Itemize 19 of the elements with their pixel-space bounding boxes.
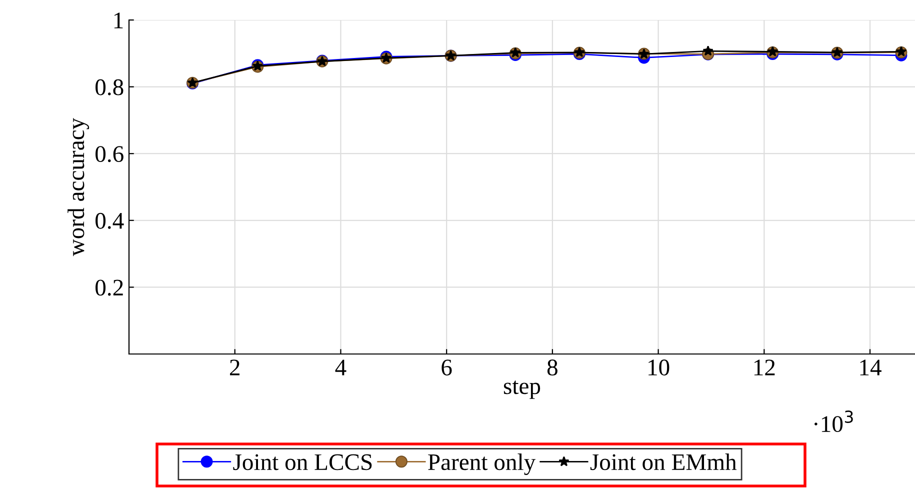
- y-tick-label: 1: [114, 12, 123, 28]
- x-tick-label: 8: [547, 360, 558, 376]
- legend-label: Joint on EMmh: [590, 454, 737, 470]
- x-tick-label: 4: [335, 360, 346, 376]
- y-tick-label: 0.6: [96, 146, 124, 162]
- y-tick-label: 0.8: [96, 79, 124, 96]
- y-tick-label: 0.4: [96, 212, 124, 229]
- x-tick-label: 2: [230, 360, 240, 376]
- point: [702, 46, 714, 56]
- legend-label: Parent only: [428, 454, 536, 475]
- x-tick-label: 6: [442, 360, 452, 376]
- text: ·10$^{3}$: [814, 410, 853, 432]
- y-tick-label: 0.2: [96, 280, 123, 296]
- legend-label: Joint on LCCS: [233, 454, 372, 470]
- x-tick-label: 12: [754, 360, 775, 376]
- x-tick-label: 14: [860, 360, 882, 376]
- x-axis-title: step: [504, 380, 540, 399]
- y-axis-title: word accuracy: [68, 118, 90, 256]
- x-tick-label: 10: [648, 360, 670, 376]
